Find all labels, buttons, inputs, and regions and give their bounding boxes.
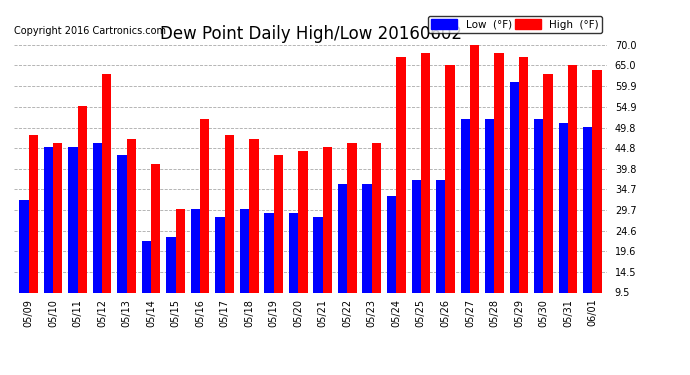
Bar — [387, 196, 396, 332]
Bar — [151, 164, 161, 332]
Bar — [215, 217, 225, 332]
Bar — [19, 201, 28, 332]
Bar — [191, 209, 200, 332]
Bar — [92, 143, 102, 332]
Bar — [28, 135, 38, 332]
Bar — [240, 209, 249, 332]
Legend: Low  (°F), High  (°F): Low (°F), High (°F) — [428, 15, 602, 33]
Bar — [338, 184, 347, 332]
Text: Copyright 2016 Cartronics.com: Copyright 2016 Cartronics.com — [14, 26, 166, 36]
Title: Dew Point Daily High/Low 20160602: Dew Point Daily High/Low 20160602 — [159, 26, 462, 44]
Bar — [411, 180, 421, 332]
Bar — [176, 209, 185, 332]
Bar — [126, 139, 136, 332]
Bar — [436, 180, 445, 332]
Bar — [274, 156, 283, 332]
Bar — [225, 135, 234, 332]
Bar — [372, 143, 381, 332]
Bar — [559, 123, 568, 332]
Bar — [53, 143, 62, 332]
Bar — [77, 106, 87, 332]
Bar — [313, 217, 323, 332]
Bar — [298, 152, 308, 332]
Bar — [593, 69, 602, 332]
Bar — [347, 143, 357, 332]
Bar — [396, 57, 406, 332]
Bar — [102, 74, 111, 332]
Bar — [264, 213, 274, 332]
Bar — [583, 127, 593, 332]
Bar — [568, 66, 578, 332]
Bar — [289, 213, 298, 332]
Bar — [362, 184, 372, 332]
Bar — [510, 82, 519, 332]
Bar — [470, 41, 479, 332]
Bar — [460, 118, 470, 332]
Bar — [68, 147, 77, 332]
Bar — [166, 237, 176, 332]
Bar — [117, 156, 126, 332]
Bar — [249, 139, 259, 332]
Bar — [485, 118, 495, 332]
Bar — [445, 66, 455, 332]
Bar — [534, 118, 544, 332]
Bar — [421, 53, 430, 332]
Bar — [519, 57, 529, 332]
Bar — [495, 53, 504, 332]
Bar — [43, 147, 53, 332]
Bar — [142, 242, 151, 332]
Bar — [323, 147, 332, 332]
Bar — [544, 74, 553, 332]
Bar — [200, 118, 210, 332]
